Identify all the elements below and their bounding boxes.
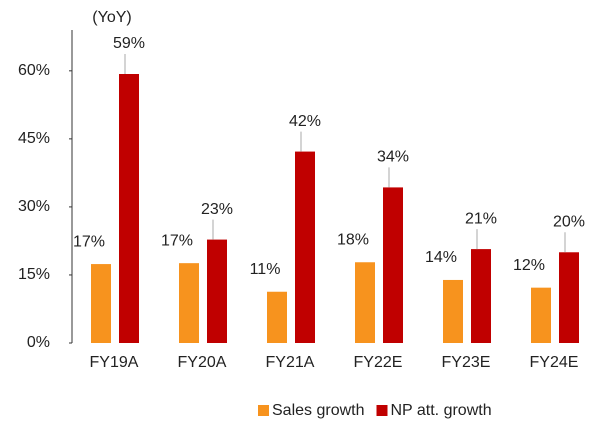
bar <box>207 239 227 343</box>
y-tick-label: 0% <box>27 334 50 351</box>
bar <box>559 252 579 343</box>
x-tick-label: FY24E <box>530 354 579 371</box>
bar <box>531 287 551 343</box>
data-label: 14% <box>425 249 457 266</box>
data-label: 20% <box>553 213 585 230</box>
legend-label: Sales growth <box>272 402 365 419</box>
x-tick-label: FY22E <box>354 354 403 371</box>
data-label: 21% <box>465 210 497 227</box>
legend-swatch <box>376 405 388 416</box>
data-label: 23% <box>201 201 233 218</box>
x-tick-label: FY20A <box>178 354 227 371</box>
data-label: 11% <box>250 261 281 278</box>
x-tick-label: FY21A <box>266 354 315 371</box>
data-label: 42% <box>289 113 321 130</box>
bar <box>91 264 111 343</box>
data-label: 17% <box>73 233 105 250</box>
bar <box>471 249 491 343</box>
data-label: 18% <box>337 231 369 248</box>
legend-label: NP att. growth <box>391 402 492 419</box>
bar <box>295 151 315 343</box>
data-label: 34% <box>377 149 409 166</box>
y-tick-label: 30% <box>18 198 50 215</box>
bar <box>443 279 463 343</box>
x-tick-label: FY19A <box>90 354 139 371</box>
x-tick-label: FY23E <box>442 354 491 371</box>
data-label: 59% <box>113 35 145 52</box>
y-tick-label: 60% <box>18 62 50 79</box>
y-tick-label: 45% <box>18 130 50 147</box>
data-label: 12% <box>513 257 545 274</box>
bar <box>355 262 375 343</box>
annotation: (YoY) <box>92 9 131 26</box>
bar <box>267 291 287 343</box>
bar <box>119 74 139 343</box>
y-tick-label: 15% <box>18 266 50 283</box>
bar <box>383 187 403 343</box>
data-label: 17% <box>161 232 193 249</box>
bar <box>179 263 199 343</box>
legend-swatch <box>258 405 269 416</box>
